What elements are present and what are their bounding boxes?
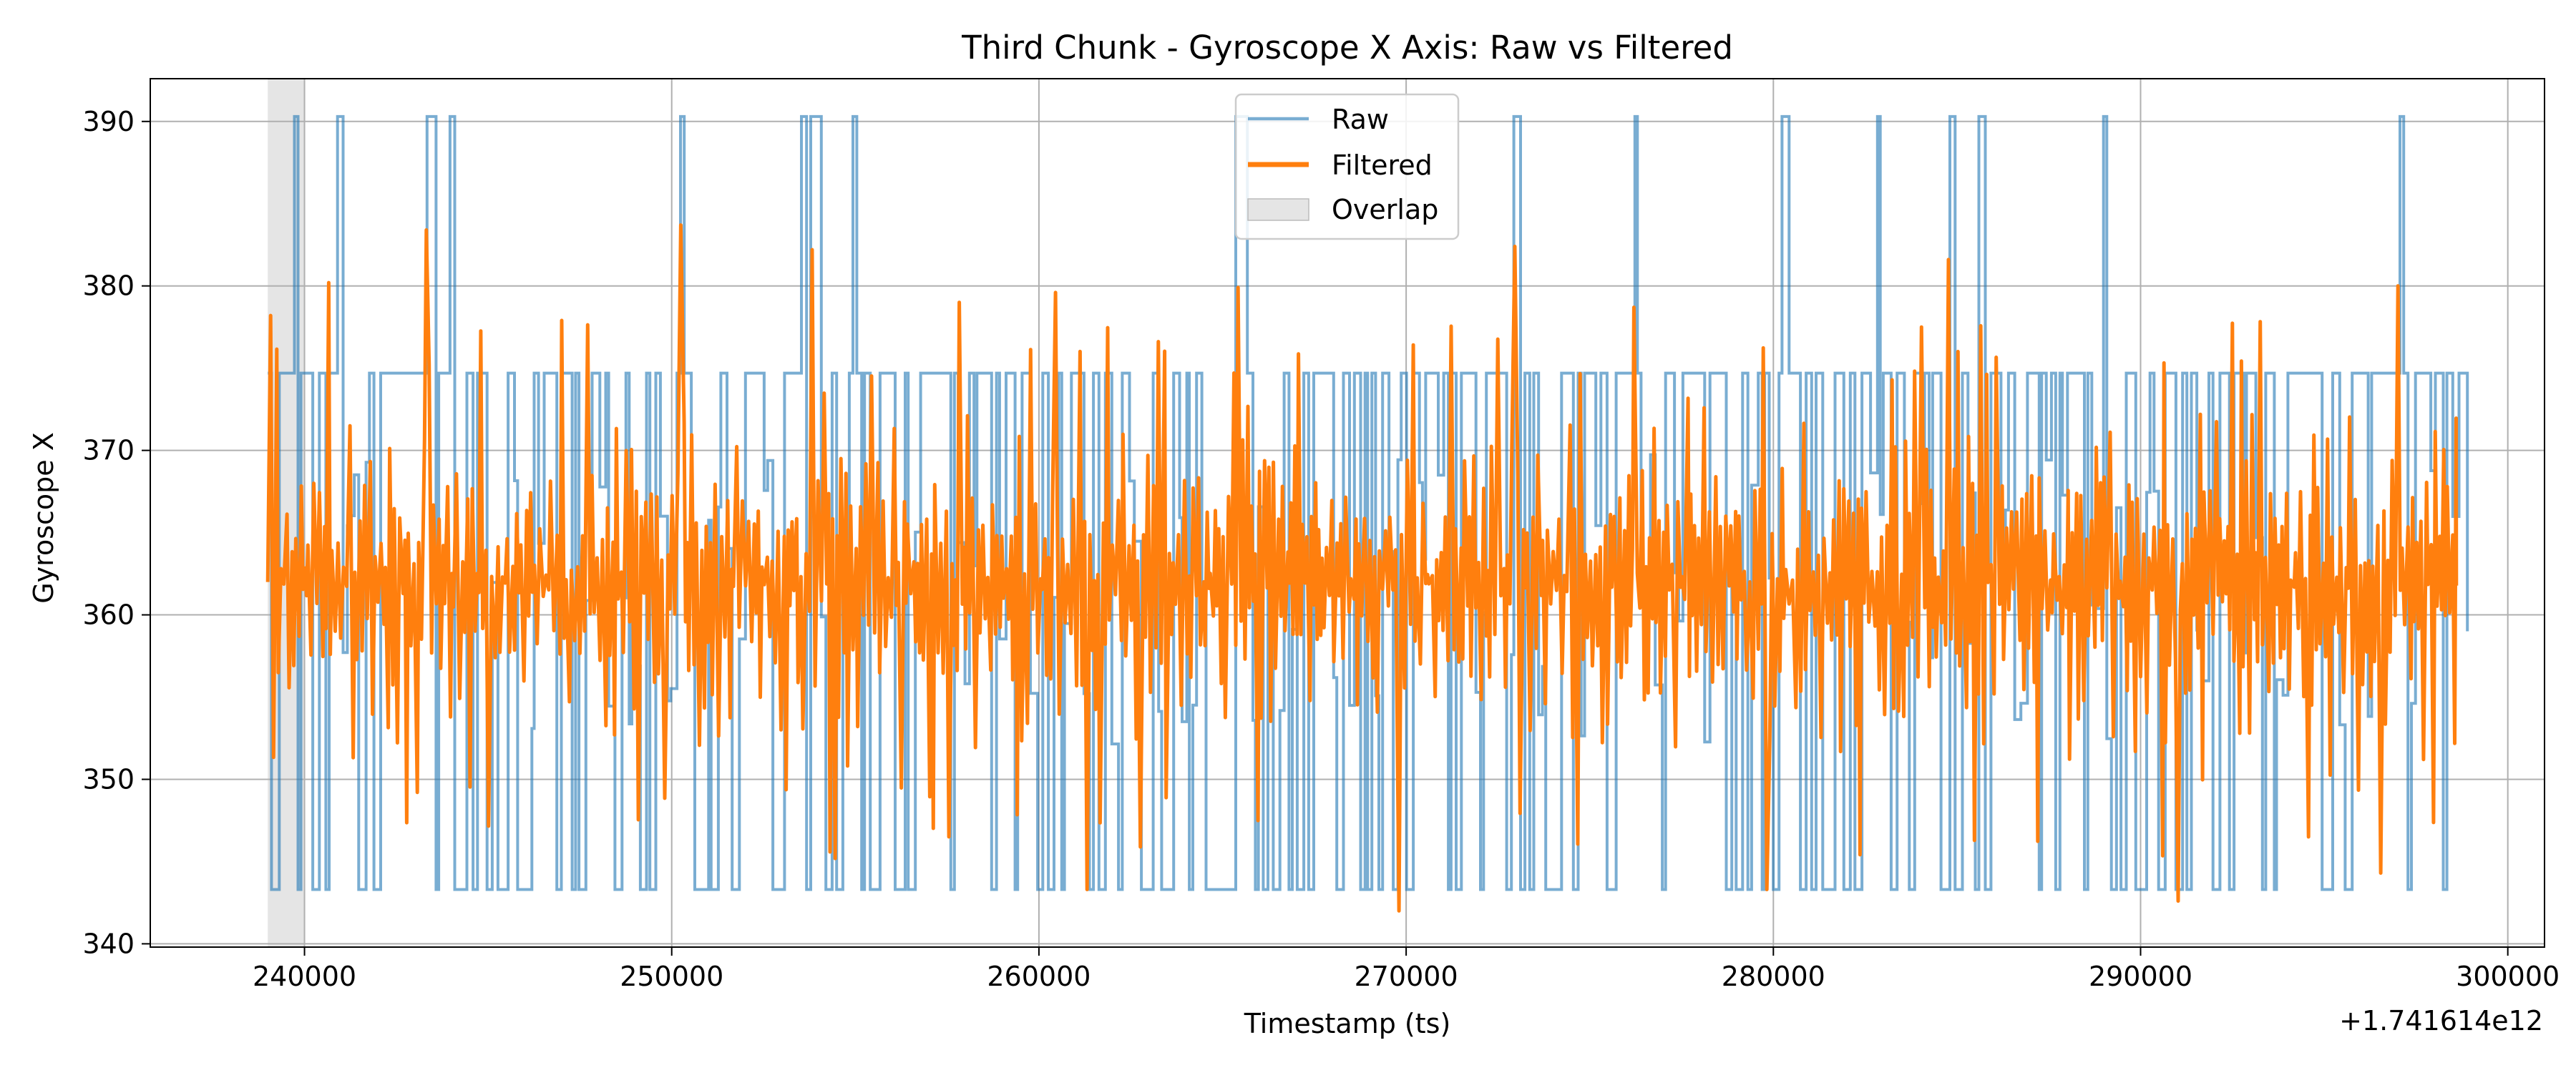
x-offset-label: +1.741614e12 [2339,1005,2543,1037]
y-tick-label: 390 [82,106,135,137]
x-tick-label: 250000 [620,961,723,992]
filtered-series-line [265,223,2459,913]
x-tick-label: 290000 [2089,961,2192,992]
x-axis-label: Timestamp (ts) [1244,1008,1451,1039]
plot-frame [150,78,2545,948]
x-tick-label: 300000 [2456,961,2560,992]
y-axis-label: Gyroscope X [28,432,59,604]
y-tick-label: 340 [82,928,135,959]
x-tick-label: 280000 [1722,961,1825,992]
y-tick-label: 360 [82,599,135,631]
legend-filtered-label: Filtered [1332,150,1433,181]
x-tick-label: 260000 [987,961,1091,992]
y-tick-label: 380 [82,270,135,302]
x-tick-label: 270000 [1355,961,1458,992]
legend-overlap-label: Overlap [1332,194,1438,225]
y-tick-label: 350 [82,763,135,795]
y-tick-label: 370 [82,435,135,466]
chart-title: Third Chunk - Gyroscope X Axis: Raw vs F… [961,29,1733,67]
legend: Raw Filtered Overlap [1234,93,1460,240]
raw-series-line [268,114,2469,891]
legend-overlap-swatch [1247,198,1309,221]
x-tick-label: 240000 [253,961,356,992]
legend-raw-label: Raw [1332,104,1389,135]
